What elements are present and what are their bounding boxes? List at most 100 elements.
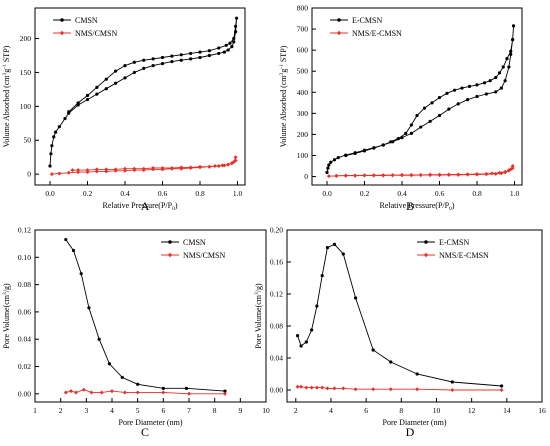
data-point [54, 130, 58, 134]
data-point [151, 57, 155, 61]
series-nms-cmsn [63, 387, 227, 396]
data-point [89, 390, 94, 395]
data-point [494, 75, 498, 80]
data-point [67, 110, 71, 114]
x-tick-label: 9 [238, 406, 242, 415]
data-point [223, 389, 227, 393]
data-point [48, 164, 52, 168]
data-point [104, 77, 108, 81]
data-point [482, 81, 487, 85]
y-tick-label: 0.02 [18, 362, 31, 371]
data-point [326, 174, 331, 179]
x-tick-label: 8 [399, 406, 403, 415]
data-point [198, 55, 202, 60]
x-tick-label: 3 [84, 406, 88, 415]
legend-label: NMS/CMSN [183, 251, 225, 260]
data-point [132, 166, 137, 171]
data-point [184, 386, 189, 390]
data-point [95, 85, 99, 89]
data-point [336, 156, 340, 160]
y-tick-label: 100 [297, 151, 309, 160]
data-point [509, 52, 513, 56]
data-point [198, 164, 202, 169]
data-point [371, 173, 376, 178]
legend-marker [424, 240, 428, 244]
series-nms-cmsn [49, 155, 238, 177]
legend-label: NMS/CMSN [75, 29, 117, 38]
y-axis-label: Pore Volume(cm3/g) [254, 283, 263, 349]
data-point [493, 171, 498, 176]
legend-marker [336, 30, 342, 36]
data-point [320, 385, 325, 390]
data-point [187, 391, 191, 396]
data-point [446, 172, 451, 177]
data-point [207, 53, 211, 58]
data-point [452, 88, 457, 92]
data-point [52, 135, 56, 139]
data-point [503, 79, 507, 83]
data-point [475, 83, 479, 87]
data-point [299, 344, 303, 348]
data-point [409, 172, 414, 177]
data-point [71, 248, 76, 253]
legend-marker [167, 252, 173, 258]
data-point [506, 168, 511, 173]
data-point [341, 386, 346, 391]
data-point [327, 163, 331, 167]
data-point [310, 328, 314, 332]
data-point [400, 172, 404, 177]
data-point [57, 125, 61, 129]
legend-marker [168, 240, 172, 244]
data-point [232, 36, 236, 41]
data-point [217, 51, 221, 56]
y-axis-label: Pore Volume(cm3/g) [2, 283, 11, 349]
data-point [437, 172, 442, 177]
x-tick-label: 14 [503, 406, 511, 415]
plot-frame [311, 7, 523, 186]
data-point [450, 388, 455, 392]
y-tick-label: 0.08 [270, 322, 283, 331]
data-point [120, 375, 124, 380]
data-point [99, 390, 104, 395]
data-point [110, 389, 114, 394]
chart-panel-d: 2 4 6 8 10 12 14 16 0.00 0.04 0.08 0.12 0.16 0.20 Pore… [254, 226, 546, 440]
legend-item: CMSN [161, 238, 206, 247]
data-point [381, 173, 386, 178]
data-point [341, 252, 345, 256]
series-line [297, 243, 502, 387]
plot-frame [34, 229, 267, 403]
series-line [65, 239, 225, 392]
data-point [467, 84, 472, 88]
panel-label: D [406, 425, 415, 439]
data-point [233, 158, 238, 163]
data-point [409, 131, 413, 135]
data-point [104, 169, 109, 174]
data-point [295, 334, 300, 338]
data-point [465, 172, 470, 177]
data-point [430, 101, 434, 105]
data-point [372, 146, 376, 150]
chart-panel-b: 0.0 0.2 0.4 0.6 0.8 1.0 0 100 200 300 400 500 600 700… [279, 4, 523, 213]
data-point [332, 386, 337, 391]
legend-label: E-CMSN [439, 238, 469, 247]
data-point [217, 46, 221, 50]
x-tick-label: 5 [136, 406, 140, 415]
x-tick-label: 6 [161, 406, 165, 415]
data-point [315, 304, 319, 308]
data-point [222, 50, 226, 54]
data-point [362, 149, 367, 153]
legend-label: CMSN [75, 16, 98, 25]
x-tick-label: 2 [294, 406, 298, 415]
data-point [466, 98, 470, 102]
data-point [381, 143, 385, 147]
data-point [207, 164, 212, 169]
x-axis-label: Pore Diameter (nm) [383, 418, 447, 427]
y-tick-label: 500 [297, 67, 309, 76]
data-point [456, 102, 460, 106]
series-e-cmsn [295, 242, 504, 388]
data-point [509, 49, 513, 53]
data-point [362, 173, 367, 178]
data-point [57, 171, 62, 176]
data-point [325, 170, 329, 174]
data-point [160, 55, 165, 60]
